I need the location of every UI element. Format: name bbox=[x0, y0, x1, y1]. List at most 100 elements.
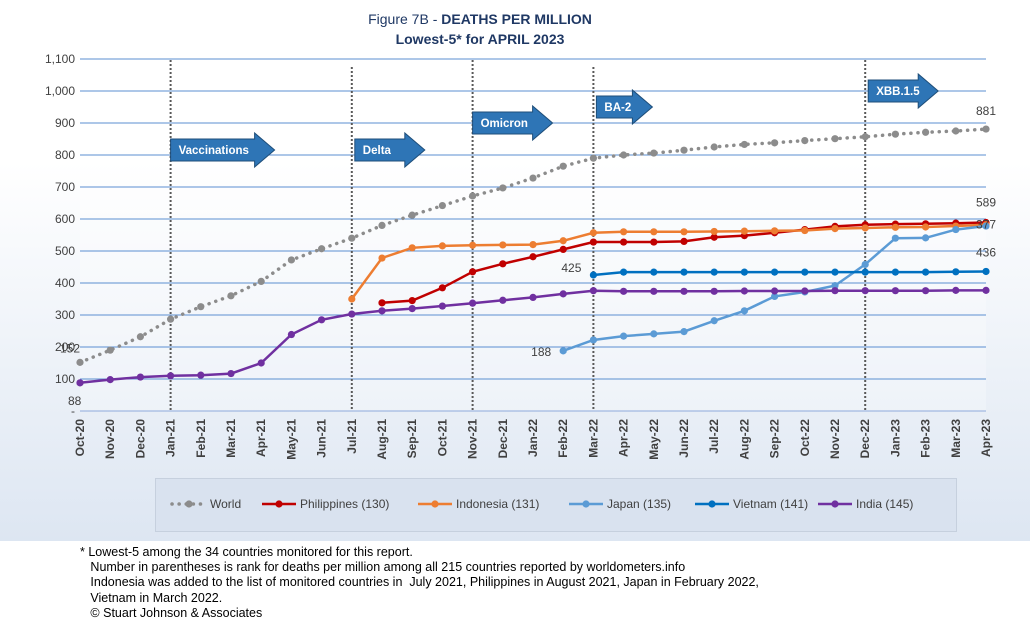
data-point bbox=[710, 268, 718, 276]
x-tick-label: Mar-22 bbox=[586, 419, 600, 458]
legend-marker bbox=[275, 500, 283, 508]
data-point bbox=[650, 330, 658, 338]
data-point bbox=[861, 268, 869, 276]
data-point bbox=[76, 379, 84, 387]
data-point bbox=[922, 223, 930, 231]
x-tick-label: Aug-21 bbox=[375, 419, 389, 460]
data-point bbox=[348, 234, 356, 242]
data-point bbox=[378, 299, 386, 307]
data-point bbox=[831, 281, 839, 290]
y-tick-label: 800 bbox=[55, 148, 75, 162]
y-tick-label: - bbox=[71, 404, 75, 418]
legend-marker bbox=[431, 500, 439, 508]
x-tick-label: Jun-21 bbox=[315, 419, 329, 458]
legend-label: Vietnam (141) bbox=[733, 497, 808, 511]
y-tick-label: 100 bbox=[55, 372, 75, 386]
chart-title: Figure 7B - DEATHS PER MILLION bbox=[0, 11, 960, 27]
y-tick-label: 600 bbox=[55, 212, 75, 226]
data-point bbox=[499, 296, 507, 304]
legend-marker bbox=[708, 500, 716, 508]
legend-label: Indonesia (131) bbox=[456, 497, 539, 511]
data-point bbox=[76, 358, 84, 366]
data-point bbox=[952, 268, 960, 276]
data-point bbox=[620, 287, 628, 295]
data-label: 425 bbox=[561, 261, 581, 275]
x-tick-label: Dec-22 bbox=[858, 419, 872, 459]
annotation-label: Omicron bbox=[481, 118, 528, 130]
x-tick-label: Jun-22 bbox=[677, 419, 691, 458]
y-tick-label: 1,000 bbox=[45, 84, 75, 98]
data-point bbox=[952, 225, 960, 234]
data-point bbox=[861, 224, 869, 232]
data-point bbox=[559, 245, 567, 253]
data-point bbox=[801, 137, 809, 145]
data-point bbox=[710, 317, 718, 325]
data-point bbox=[529, 293, 537, 301]
data-point bbox=[771, 139, 779, 147]
data-point bbox=[650, 268, 658, 276]
y-tick-label: 500 bbox=[55, 244, 75, 258]
data-point bbox=[438, 242, 446, 250]
series-line bbox=[350, 223, 987, 300]
y-tick-label: 700 bbox=[55, 180, 75, 194]
data-point bbox=[680, 228, 688, 236]
series-line bbox=[593, 270, 987, 277]
data-point bbox=[650, 228, 658, 236]
data-point bbox=[922, 234, 930, 242]
data-point bbox=[287, 330, 295, 339]
data-point bbox=[982, 286, 990, 294]
data-point bbox=[710, 143, 718, 151]
data-label: 188 bbox=[531, 345, 551, 359]
legend-label: India (145) bbox=[856, 497, 913, 511]
data-point bbox=[469, 192, 477, 200]
data-point bbox=[136, 333, 144, 341]
data-point bbox=[499, 241, 507, 249]
x-tick-label: Oct-21 bbox=[435, 419, 449, 457]
chart-subtitle: Lowest-5* for APRIL 2023 bbox=[395, 31, 565, 47]
data-point bbox=[771, 268, 779, 276]
data-point bbox=[529, 253, 537, 261]
annotation-arrow bbox=[472, 104, 554, 142]
x-tick-label: Dec-20 bbox=[133, 419, 147, 459]
x-tick-label: Sep-21 bbox=[405, 419, 419, 459]
x-tick-label: Apr-21 bbox=[254, 419, 268, 457]
data-point bbox=[529, 174, 537, 182]
x-tick-label: Feb-21 bbox=[194, 419, 208, 458]
data-point bbox=[891, 234, 900, 242]
data-point bbox=[378, 254, 386, 262]
data-point bbox=[831, 135, 839, 143]
x-tick-label: Aug-22 bbox=[737, 419, 751, 460]
line-chart: - 100 200 300 400 500 600 700 800 900 1,000 1,100 Oc… bbox=[45, 52, 996, 511]
annotation-arrow bbox=[595, 88, 654, 126]
data-point bbox=[680, 237, 688, 245]
footnote-line-2: Number in parentheses is rank for deaths… bbox=[80, 560, 686, 575]
x-tick-label: Jan-23 bbox=[888, 419, 902, 457]
data-point bbox=[891, 268, 900, 276]
data-point bbox=[499, 260, 507, 268]
legend-marker bbox=[185, 500, 193, 508]
data-point bbox=[438, 302, 446, 310]
data-point bbox=[620, 238, 628, 246]
x-tick-label: Feb-23 bbox=[919, 419, 933, 458]
data-point bbox=[801, 226, 809, 235]
title-main: DEATHS PER MILLION bbox=[441, 11, 592, 27]
annotation-arrow bbox=[170, 131, 276, 169]
data-point bbox=[106, 376, 114, 384]
x-tick-label: May-21 bbox=[284, 419, 298, 460]
data-label: 881 bbox=[976, 104, 996, 118]
data-point bbox=[257, 277, 265, 285]
data-point bbox=[167, 372, 175, 380]
data-point bbox=[952, 127, 960, 135]
data-point bbox=[589, 287, 598, 295]
y-tick-label: 400 bbox=[55, 276, 75, 290]
data-point bbox=[771, 287, 779, 295]
data-point bbox=[710, 227, 718, 236]
y-tick-label: 300 bbox=[55, 308, 75, 322]
data-point bbox=[106, 346, 114, 354]
data-point bbox=[740, 287, 749, 295]
data-point bbox=[348, 295, 356, 303]
data-point bbox=[559, 162, 567, 170]
annotation-label: Delta bbox=[363, 145, 392, 157]
data-point bbox=[740, 268, 749, 276]
data-point bbox=[438, 284, 446, 292]
